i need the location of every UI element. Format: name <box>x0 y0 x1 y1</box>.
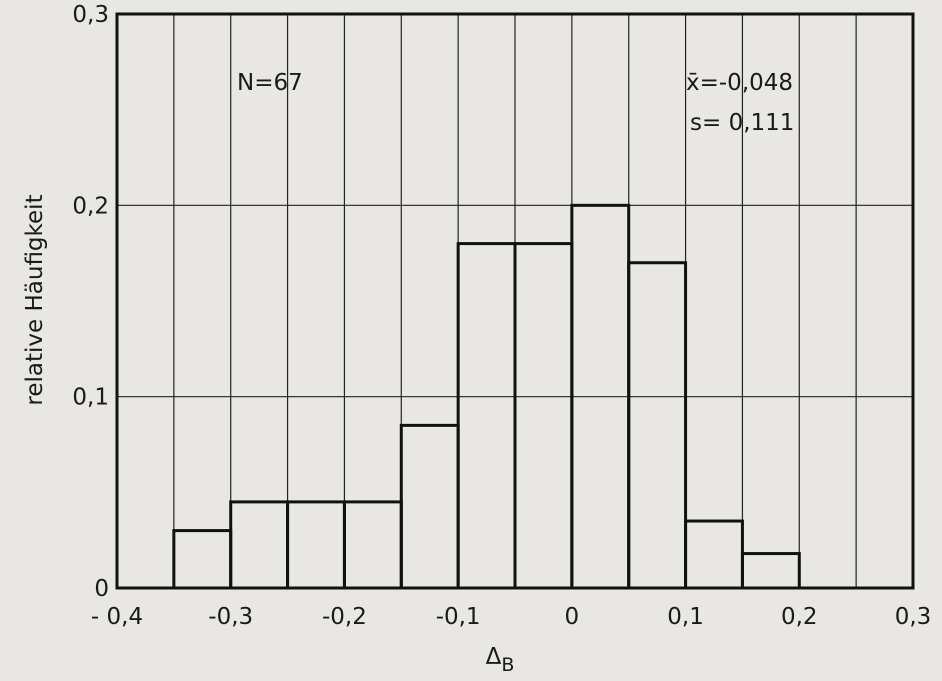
y-axis-title: relative Häufigkeit <box>22 194 48 405</box>
x-axis-title-sub: B <box>501 654 514 676</box>
plot-frame <box>115 12 915 590</box>
histogram-bar-5 <box>399 423 460 590</box>
histogram-bar-1 <box>172 529 233 590</box>
x-tick-label: 0,2 <box>781 604 818 630</box>
x-tick-label: - 0,4 <box>91 604 143 630</box>
annotation-n: N=67 <box>237 70 303 96</box>
x-tick-labels: - 0,4 -0,3 -0,2 -0,1 0 0,1 0,2 0,3 <box>91 604 931 630</box>
x-axis-title: ΔB <box>486 644 515 676</box>
histogram-bar-10 <box>684 519 744 590</box>
histogram-bar-2 <box>229 500 290 590</box>
histogram-bar-4 <box>342 500 403 590</box>
histogram-bar-9 <box>627 261 688 590</box>
histogram-bar-7 <box>513 242 574 590</box>
x-tick-label: -0,3 <box>208 604 253 630</box>
x-tick-label: 0,3 <box>895 604 932 630</box>
histogram-bar-6 <box>456 242 517 590</box>
y-tick-label: 0,2 <box>72 193 109 219</box>
x-tick-label: 0 <box>565 604 580 630</box>
y-tick-label: 0,1 <box>72 385 109 411</box>
annotation-sd: s= 0,111 <box>690 110 794 136</box>
histogram-bar-11 <box>740 552 801 590</box>
y-tick-label: 0,3 <box>72 2 109 28</box>
y-tick-label: 0 <box>94 576 109 602</box>
x-tick-label: 0,1 <box>667 604 704 630</box>
x-tick-label: -0,1 <box>436 604 481 630</box>
x-tick-label: -0,2 <box>322 604 367 630</box>
histogram-bar-3 <box>286 500 346 590</box>
x-axis-title-main: Δ <box>486 644 502 670</box>
y-tick-labels: 0 0,1 0,2 0,3 <box>72 2 109 602</box>
annotation-mean: x̄=-0,048 <box>686 70 793 96</box>
